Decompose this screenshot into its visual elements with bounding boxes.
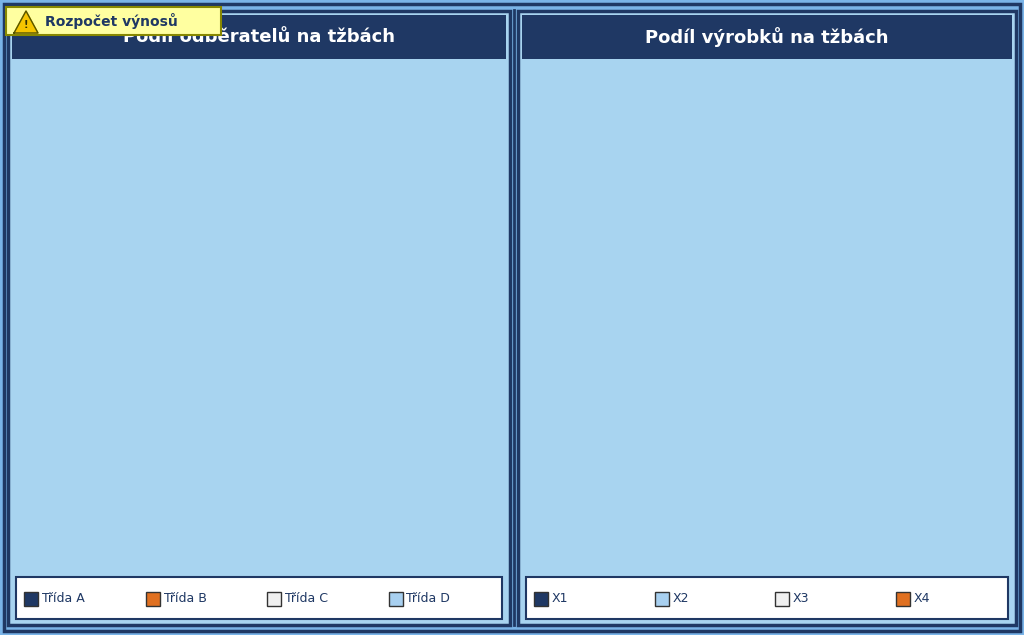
Wedge shape: [248, 316, 439, 492]
Wedge shape: [588, 133, 767, 312]
Bar: [267, 592, 281, 606]
Wedge shape: [588, 312, 730, 462]
Text: 29%: 29%: [851, 220, 895, 239]
Text: Třída D: Třída D: [407, 592, 451, 606]
Text: !: !: [24, 20, 29, 30]
Polygon shape: [14, 11, 38, 33]
Wedge shape: [79, 131, 259, 345]
Bar: [12, 15, 506, 59]
Wedge shape: [672, 328, 940, 490]
Text: 25%: 25%: [650, 208, 694, 226]
Text: 16%: 16%: [628, 367, 671, 385]
Text: X2: X2: [673, 592, 689, 606]
Text: 25%: 25%: [327, 404, 370, 422]
Text: 21%: 21%: [148, 404, 191, 422]
Text: Třída B: Třída B: [164, 592, 207, 606]
Text: X1: X1: [552, 592, 568, 606]
Bar: [6, 7, 221, 35]
Wedge shape: [767, 133, 946, 356]
Wedge shape: [259, 131, 439, 323]
Bar: [388, 592, 402, 606]
Wedge shape: [82, 324, 255, 491]
Circle shape: [190, 243, 328, 380]
Text: Podíl výrobků na tžbách: Podíl výrobků na tžbách: [645, 27, 889, 47]
Bar: [775, 592, 790, 606]
Text: Rozpočet výnosů: Rozpočet výnosů: [45, 13, 178, 29]
Text: Třída A: Třída A: [42, 592, 85, 606]
Text: 28%: 28%: [133, 217, 176, 234]
Bar: [16, 577, 502, 619]
Bar: [534, 592, 548, 606]
Bar: [518, 11, 1016, 625]
Bar: [8, 11, 510, 625]
Text: X3: X3: [793, 592, 810, 606]
Text: 26%: 26%: [336, 210, 379, 228]
Bar: [24, 592, 38, 606]
Bar: [896, 592, 909, 606]
Bar: [145, 592, 160, 606]
Bar: [654, 592, 669, 606]
Text: Podíl odběratelů na tžbách: Podíl odběratelů na tžbách: [123, 28, 395, 46]
Circle shape: [699, 244, 835, 380]
Text: 30%: 30%: [795, 427, 838, 445]
Bar: [526, 577, 1008, 619]
Text: Třída C: Třída C: [285, 592, 328, 606]
Bar: [522, 15, 1012, 59]
Text: X4: X4: [913, 592, 930, 606]
